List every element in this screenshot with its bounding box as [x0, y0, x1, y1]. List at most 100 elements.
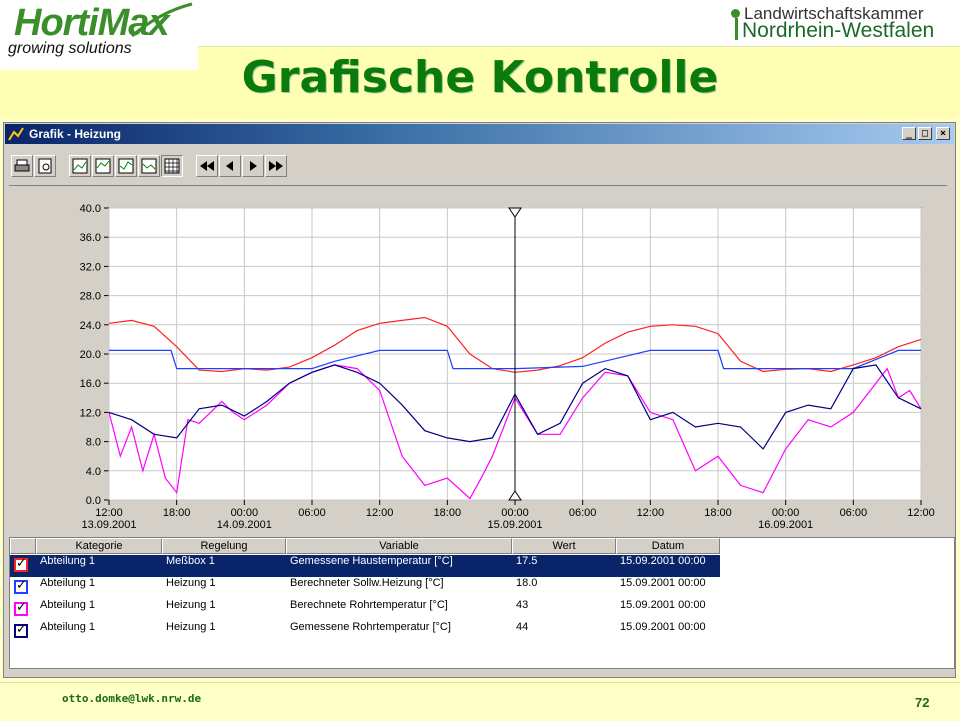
chart-2-icon[interactable]	[92, 155, 114, 177]
lwk-logo-dot-icon	[731, 9, 740, 18]
cell-variable: Gemessene Haustemperatur [°C]	[290, 555, 453, 567]
page-number: 72	[915, 695, 930, 710]
cell-variable: Gemessene Rohrtemperatur [°C]	[290, 621, 451, 633]
y-tick-label: 40.0	[80, 203, 101, 215]
cell-wert: 17.5	[516, 555, 538, 567]
y-tick-label: 24.0	[80, 320, 101, 332]
next-icon[interactable]	[242, 155, 264, 177]
checkmark-icon: ✓	[16, 622, 27, 637]
x-tick-label: 06:00	[298, 507, 326, 519]
checkmark-icon: ✓	[16, 556, 27, 571]
org-name-line1: Landwirtschaftskammer	[744, 4, 924, 23]
cell-datum: 15.09.2001 00:00	[620, 599, 706, 611]
lwk-logo-bar-icon	[735, 18, 738, 40]
x-tick-label: 12:00	[907, 507, 935, 519]
series-checkbox[interactable]: ✓	[14, 622, 28, 638]
series-checkbox[interactable]: ✓	[14, 578, 28, 594]
x-tick-date-label: 14.09.2001	[217, 519, 272, 531]
cell-regelung: Heizung 1	[166, 599, 216, 611]
table-row[interactable]: ✓ Abteilung 1 Meßbox 1 Gemessene Haustemper…	[10, 555, 720, 577]
x-tick-label: 12:00	[95, 507, 123, 519]
series-checkbox[interactable]: ✓	[14, 556, 28, 572]
chart-1-icon[interactable]	[69, 155, 91, 177]
cell-kategorie: Abteilung 1	[40, 621, 96, 633]
cell-variable: Berechneter Sollw.Heizung [°C]	[290, 577, 444, 589]
footer-email: otto.domke@lwk.nrw.de	[62, 692, 202, 705]
cell-variable: Berechnete Rohrtemperatur [°C]	[290, 599, 448, 611]
header-band	[198, 0, 960, 47]
previous-icon[interactable]	[219, 155, 241, 177]
last-icon[interactable]	[265, 155, 287, 177]
maximize-button[interactable]: □	[918, 127, 932, 140]
y-tick-label: 36.0	[80, 232, 101, 244]
line-chart[interactable]: 0.0 4.0 8.0 12.0 16.0 20.0 24.0 28.0 32.0 36.0 40.…	[9, 186, 947, 536]
legend-table: Kategorie Regelung Variable Wert Datum ✓ Abtei…	[9, 537, 955, 669]
series-checkbox[interactable]: ✓	[14, 600, 28, 616]
column-header-variable[interactable]: Variable	[286, 538, 512, 554]
y-tick-label: 20.0	[80, 349, 101, 361]
logo-name: HortiMax	[14, 2, 170, 44]
chart-4-icon[interactable]	[138, 155, 160, 177]
slide-title: Grafische Kontrolle	[241, 52, 719, 103]
series-line-1	[109, 349, 921, 370]
cell-regelung: Heizung 1	[166, 577, 216, 589]
checkmark-icon: ✓	[16, 600, 27, 615]
x-tick-label: 00:00	[501, 507, 529, 519]
x-tick-label: 18:00	[163, 507, 191, 519]
y-tick-label: 32.0	[80, 261, 101, 273]
window-app-icon	[8, 127, 24, 141]
table-header-corner	[10, 538, 36, 554]
x-tick-label: 18:00	[704, 507, 732, 519]
table-row[interactable]: ✓ Abteilung 1 Heizung 1 Berechnete Rohrtemp…	[10, 599, 720, 621]
column-header-kategorie[interactable]: Kategorie	[36, 538, 162, 554]
grafik-window: Grafik - Heizung _ □ ×	[3, 122, 956, 678]
chart-3-icon[interactable]	[115, 155, 137, 177]
x-tick-date-label: 16.09.2001	[758, 519, 813, 531]
x-tick-label: 00:00	[231, 507, 259, 519]
column-header-regelung[interactable]: Regelung	[162, 538, 286, 554]
toolbar	[5, 147, 954, 181]
org-name-line2: Nordrhein-Westfalen	[742, 19, 935, 42]
slide-footer	[0, 682, 960, 721]
hortimax-logo: HortiMax growing solutions	[0, 0, 198, 70]
cell-datum: 15.09.2001 00:00	[620, 555, 706, 567]
column-header-wert[interactable]: Wert	[512, 538, 616, 554]
x-tick-date-label: 13.09.2001	[81, 519, 136, 531]
minimize-button[interactable]: _	[902, 127, 916, 140]
table-grid-icon[interactable]	[161, 155, 183, 177]
checkmark-icon: ✓	[16, 578, 27, 593]
table-row[interactable]: ✓ Abteilung 1 Heizung 1 Gemessene Rohrtempe…	[10, 621, 720, 643]
x-tick-label: 06:00	[840, 507, 868, 519]
cell-kategorie: Abteilung 1	[40, 599, 96, 611]
cell-kategorie: Abteilung 1	[40, 555, 96, 567]
cell-regelung: Meßbox 1	[166, 555, 215, 567]
y-tick-label: 4.0	[86, 466, 101, 478]
logo-swoosh-icon	[131, 2, 193, 38]
cell-datum: 15.09.2001 00:00	[620, 577, 706, 589]
window-title: Grafik - Heizung	[29, 127, 122, 141]
x-tick-date-label: 15.09.2001	[487, 519, 542, 531]
cell-kategorie: Abteilung 1	[40, 577, 96, 589]
cell-regelung: Heizung 1	[166, 621, 216, 633]
cell-datum: 15.09.2001 00:00	[620, 621, 706, 633]
cursor-top-marker-icon	[508, 207, 522, 218]
cursor-bottom-marker-icon	[508, 490, 522, 501]
close-button[interactable]: ×	[936, 127, 950, 140]
cell-wert: 44	[516, 621, 529, 633]
table-row[interactable]: ✓ Abteilung 1 Heizung 1 Berechneter Sollw.H…	[10, 577, 720, 599]
x-tick-label: 12:00	[637, 507, 665, 519]
y-tick-label: 8.0	[86, 437, 101, 449]
print-icon[interactable]	[11, 155, 33, 177]
preview-icon[interactable]	[34, 155, 56, 177]
y-tick-label: 0.0	[86, 495, 101, 507]
y-tick-label: 28.0	[80, 291, 101, 303]
column-header-datum[interactable]: Datum	[616, 538, 720, 554]
first-icon[interactable]	[196, 155, 218, 177]
chart-area: 0.0 4.0 8.0 12.0 16.0 20.0 24.0 28.0 32.0 36.0 40.…	[9, 185, 947, 536]
x-tick-label: 06:00	[569, 507, 597, 519]
window-titlebar[interactable]: Grafik - Heizung _ □ ×	[5, 124, 954, 144]
y-tick-label: 16.0	[80, 378, 101, 390]
cell-wert: 18.0	[516, 577, 538, 589]
x-tick-label: 12:00	[366, 507, 394, 519]
cell-wert: 43	[516, 599, 529, 611]
